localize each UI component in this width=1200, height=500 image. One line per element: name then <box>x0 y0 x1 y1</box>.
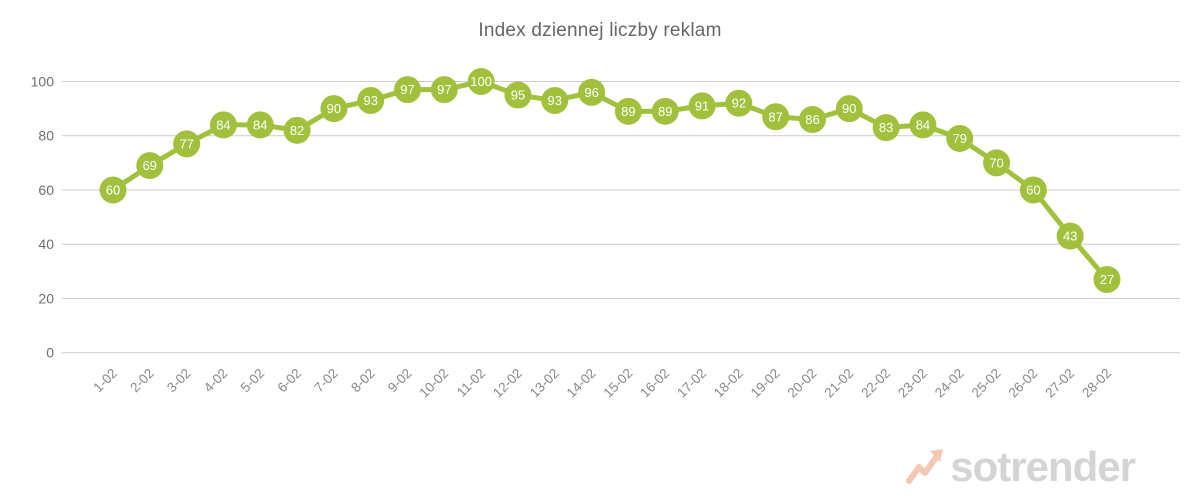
data-point-label: 70 <box>989 155 1003 170</box>
x-tick-label: 24-02 <box>932 366 967 401</box>
data-point-marker[interactable] <box>872 114 900 142</box>
data-point-label: 83 <box>879 120 893 135</box>
data-point-label: 27 <box>1100 272 1114 287</box>
data-point-marker[interactable] <box>762 103 790 131</box>
data-point-label: 84 <box>253 117 267 132</box>
x-tick-label: 25-02 <box>969 366 1004 401</box>
data-point-marker[interactable] <box>541 86 569 114</box>
data-point-label: 96 <box>584 85 598 100</box>
data-point-marker[interactable] <box>283 116 311 144</box>
x-tick-label: 22-02 <box>858 366 893 401</box>
data-point-marker[interactable] <box>504 81 532 109</box>
data-point-marker[interactable] <box>173 130 201 158</box>
x-tick-label: 8-02 <box>348 366 378 396</box>
x-tick-label: 27-02 <box>1042 366 1077 401</box>
data-point-label: 84 <box>916 117 930 132</box>
data-point-marker[interactable] <box>725 89 753 117</box>
data-point-marker[interactable] <box>909 111 937 139</box>
data-point-label: 97 <box>437 82 451 97</box>
series-line <box>110 79 1110 282</box>
sotrender-logo-text: sotrender <box>950 442 1136 490</box>
data-point-label: 93 <box>363 93 377 108</box>
x-tick-label: 17-02 <box>674 366 709 401</box>
x-tick-label: 6-02 <box>274 366 304 396</box>
data-point-label: 84 <box>216 117 230 132</box>
x-tick-label: 19-02 <box>748 366 783 401</box>
data-point-label: 86 <box>805 112 819 127</box>
data-point-marker[interactable] <box>430 76 458 104</box>
x-tick-label: 21-02 <box>821 366 856 401</box>
trend-arrow-line <box>906 453 941 484</box>
sotrender-watermark: sotrender <box>906 441 1136 492</box>
data-point-label: 95 <box>511 88 525 103</box>
x-tick-label: 1-02 <box>90 366 120 396</box>
data-point-label: 89 <box>621 104 635 119</box>
data-point-label: 87 <box>768 109 782 124</box>
data-point-marker[interactable] <box>946 124 974 152</box>
data-point-label: 100 <box>470 74 492 89</box>
x-tick-label: 9-02 <box>385 366 415 396</box>
y-tick-label: 100 <box>31 74 55 90</box>
data-point-label: 89 <box>658 104 672 119</box>
data-point-marker[interactable] <box>688 92 716 120</box>
data-point-marker[interactable] <box>136 152 164 180</box>
data-point-label: 90 <box>842 101 856 116</box>
data-point-label: 77 <box>179 136 193 151</box>
x-tick-label: 2-02 <box>127 366 157 396</box>
data-point-marker[interactable] <box>798 105 826 133</box>
data-point-label: 79 <box>953 131 967 146</box>
data-point-label: 90 <box>327 101 341 116</box>
data-point-label: 60 <box>1026 182 1040 197</box>
trend-arrow-icon <box>906 447 944 492</box>
x-tick-label: 14-02 <box>564 366 599 401</box>
data-point-label: 69 <box>143 158 157 173</box>
data-point-marker[interactable] <box>1093 265 1121 293</box>
data-point-marker[interactable] <box>246 111 274 139</box>
chart-title: Index dziennej liczby reklam <box>478 20 722 41</box>
data-point-marker[interactable] <box>320 95 348 123</box>
y-tick-label: 80 <box>38 128 54 144</box>
x-tick-label: 10-02 <box>416 366 451 401</box>
x-tick-label: 12-02 <box>490 366 525 401</box>
trend-arrow-head <box>930 449 944 462</box>
data-point-label: 97 <box>400 82 414 97</box>
data-point-label: 43 <box>1063 229 1077 244</box>
data-point-label: 91 <box>695 98 709 113</box>
y-tick-label: 0 <box>46 345 54 361</box>
x-tick-label: 13-02 <box>527 366 562 401</box>
data-point-marker[interactable] <box>99 176 127 204</box>
data-point-label: 60 <box>106 182 120 197</box>
x-tick-label: 16-02 <box>637 366 672 401</box>
x-tick-label: 3-02 <box>164 366 194 396</box>
x-tick-label: 26-02 <box>1005 366 1040 401</box>
data-point-marker[interactable] <box>835 95 863 123</box>
data-point-marker[interactable] <box>209 111 237 139</box>
data-point-marker[interactable] <box>1019 176 1047 204</box>
x-tick-label: 18-02 <box>711 366 746 401</box>
data-point-marker[interactable] <box>394 76 422 104</box>
x-tick-label: 23-02 <box>895 366 930 401</box>
data-point-marker[interactable] <box>651 97 679 125</box>
data-point-label: 92 <box>732 96 746 111</box>
data-point-marker[interactable] <box>983 149 1011 177</box>
x-tick-label: 20-02 <box>785 366 820 401</box>
data-point-label: 82 <box>290 123 304 138</box>
y-tick-label: 40 <box>38 236 54 252</box>
data-point-label: 93 <box>548 93 562 108</box>
data-point-marker[interactable] <box>614 97 642 125</box>
y-tick-label: 60 <box>38 182 54 198</box>
data-point-marker[interactable] <box>467 68 495 95</box>
data-point-marker[interactable] <box>578 78 606 106</box>
data-point-marker[interactable] <box>1056 222 1084 250</box>
x-tick-label: 28-02 <box>1079 366 1114 401</box>
x-tick-label: 4-02 <box>201 366 231 396</box>
x-tick-label: 15-02 <box>601 366 636 401</box>
x-tick-label: 11-02 <box>454 366 488 400</box>
x-tick-label: 7-02 <box>311 366 341 396</box>
data-point-marker[interactable] <box>357 86 385 114</box>
x-tick-label: 5-02 <box>238 366 268 396</box>
y-tick-label: 20 <box>38 290 54 306</box>
